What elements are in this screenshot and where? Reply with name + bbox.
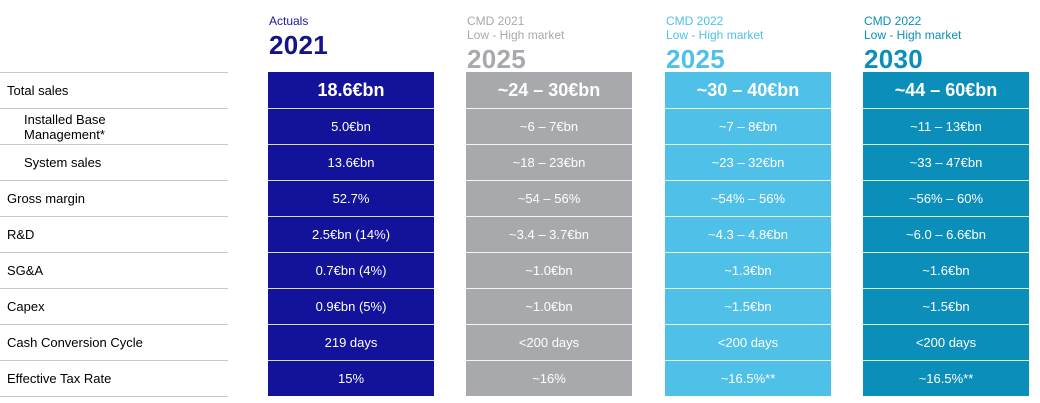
cell-cash-conversion: <200 days (466, 324, 632, 360)
cell-tax-rate: 15% (268, 360, 434, 396)
cell-installed-base: ~7 – 8€bn (665, 108, 831, 144)
column-header-cmd2022-2030: CMD 2022 Low - High market 2030 (864, 14, 1034, 74)
column-cmd2022-2025: ~30 – 40€bn ~7 – 8€bn ~23 – 32€bn ~54% –… (665, 72, 831, 396)
cell-gross-margin: ~54 – 56% (466, 180, 632, 216)
cell-total-sales: ~44 – 60€bn (894, 79, 998, 100)
cell-tax-rate: ~16.5%** (863, 360, 1029, 396)
cell-installed-base: ~11 – 13€bn (863, 108, 1029, 144)
cell-rnd: ~4.3 – 4.8€bn (665, 216, 831, 252)
cell-total-sales: ~30 – 40€bn (696, 79, 800, 100)
cell-sga: 0.7€bn (4%) (268, 252, 434, 288)
cell-total-sales: 18.6€bn (317, 79, 385, 100)
cell-capex: ~1.0€bn (466, 288, 632, 324)
cell-gross-margin: ~54% – 56% (665, 180, 831, 216)
row-label-gross-margin: Gross margin (0, 180, 228, 216)
column-actuals-2021: 18.6€bn 5.0€bn 13.6€bn 52.7% 2.5€bn (14%… (268, 72, 434, 396)
cell-capex: ~1.5€bn (863, 288, 1029, 324)
cell-system-sales: ~33 – 47€bn (863, 144, 1029, 180)
column-header-cmd2022-2025: CMD 2022 Low - High market 2025 (666, 14, 836, 74)
cell-sga: ~1.3€bn (665, 252, 831, 288)
column-subtitle: CMD 2021 (467, 14, 525, 28)
column-subtitle: Actuals (269, 14, 309, 28)
cell-rnd: 2.5€bn (14%) (268, 216, 434, 252)
row-label-rnd: R&D (0, 216, 228, 252)
cell-tax-rate: ~16% (466, 360, 632, 396)
column-subtitle-range: Low - High market (666, 28, 764, 42)
cell-rnd: ~6.0 – 6.6€bn (863, 216, 1029, 252)
cell-cash-conversion: 219 days (268, 324, 434, 360)
cell-capex: 0.9€bn (5%) (268, 288, 434, 324)
column-subtitle-range: Low - High market (467, 28, 565, 42)
cell-tax-rate: ~16.5%** (665, 360, 831, 396)
row-label-tax-rate: Effective Tax Rate (0, 360, 228, 396)
column-header-actuals-2021: Actuals 2021 (269, 14, 439, 60)
column-year: 2025 (666, 44, 726, 74)
row-label-installed-base: Installed Base Management* (0, 108, 228, 144)
row-label-sga: SG&A (0, 252, 228, 288)
cell-total-sales: ~24 – 30€bn (497, 79, 601, 100)
row-label-cash-conversion: Cash Conversion Cycle (0, 324, 228, 360)
column-cmd2021-2025: ~24 – 30€bn ~6 – 7€bn ~18 – 23€bn ~54 – … (466, 72, 632, 396)
cell-installed-base: 5.0€bn (268, 108, 434, 144)
cell-system-sales: ~23 – 32€bn (665, 144, 831, 180)
column-subtitle: CMD 2022 (864, 14, 922, 28)
cell-gross-margin: ~56% – 60% (863, 180, 1029, 216)
row-divider (0, 396, 228, 397)
cell-capex: ~1.5€bn (665, 288, 831, 324)
row-label-capex: Capex (0, 288, 228, 324)
column-header-cmd2021-2025: CMD 2021 Low - High market 2025 (467, 14, 637, 74)
cell-gross-margin: 52.7% (268, 180, 434, 216)
column-year: 2030 (864, 44, 924, 74)
column-subtitle-range: Low - High market (864, 28, 962, 42)
cell-cash-conversion: <200 days (665, 324, 831, 360)
cell-sga: ~1.0€bn (466, 252, 632, 288)
cell-cash-conversion: <200 days (863, 324, 1029, 360)
cell-sga: ~1.6€bn (863, 252, 1029, 288)
cell-system-sales: ~18 – 23€bn (466, 144, 632, 180)
column-year: 2021 (269, 30, 329, 60)
column-subtitle: CMD 2022 (666, 14, 724, 28)
row-label-total-sales: Total sales (0, 72, 228, 108)
column-year: 2025 (467, 44, 527, 74)
cell-installed-base: ~6 – 7€bn (466, 108, 632, 144)
row-label-system-sales: System sales (0, 144, 228, 180)
column-cmd2022-2030: ~44 – 60€bn ~11 – 13€bn ~33 – 47€bn ~56%… (863, 72, 1029, 396)
cell-system-sales: 13.6€bn (268, 144, 434, 180)
cell-rnd: ~3.4 – 3.7€bn (466, 216, 632, 252)
